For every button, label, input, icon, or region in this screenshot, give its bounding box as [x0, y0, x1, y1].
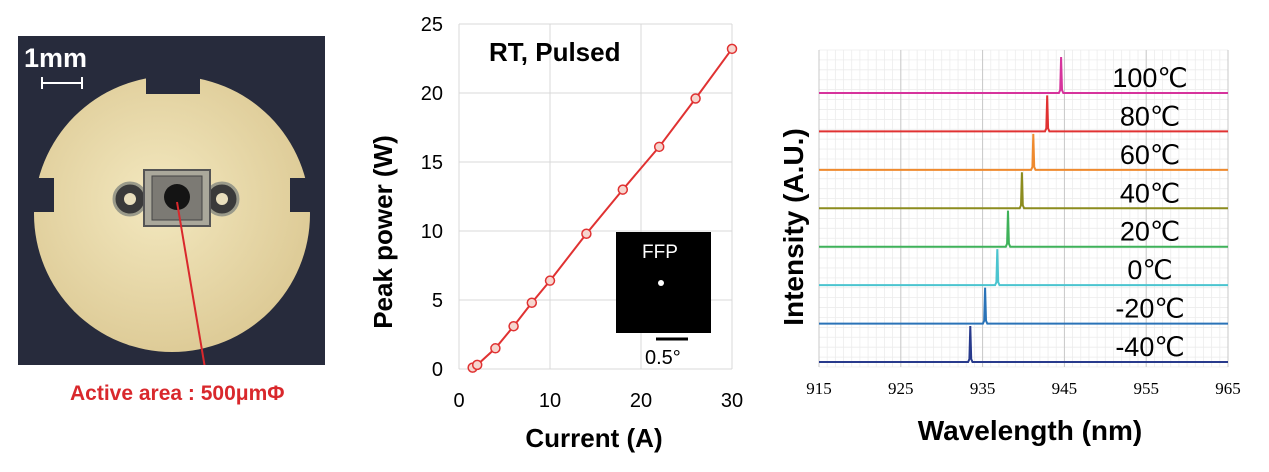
scale-label: 1mm	[24, 43, 87, 73]
chart1-data-point	[690, 93, 701, 104]
chart2-xtick-label: 965	[1215, 379, 1241, 398]
chart2-xlabel: Wavelength (nm)	[918, 415, 1143, 446]
chart2-xtick-label: 925	[888, 379, 914, 398]
chart1-series	[467, 43, 738, 373]
chart2-spectrum-line	[819, 95, 1228, 133]
chart2-spectrum-line	[819, 133, 1228, 171]
chart2-spectrum-line	[819, 56, 1228, 94]
chart1-data-point	[617, 184, 629, 195]
chart2-series-label: 100℃	[1112, 63, 1187, 93]
chart1-data-point	[726, 43, 738, 55]
active-area	[164, 184, 190, 210]
chart2-series-label: 0℃	[1127, 255, 1172, 285]
ffp-spot	[658, 280, 664, 286]
chart1-ylabel: Peak power (W)	[368, 135, 398, 329]
chart1-data-point	[471, 359, 483, 371]
chart1-ytick-label: 25	[421, 14, 443, 36]
ffp-label: FFP	[642, 242, 678, 263]
chart2-series-label: 60℃	[1120, 140, 1180, 170]
chart1-ytick-label: 10	[421, 221, 443, 243]
chart1-xtick-label: 0	[453, 390, 464, 412]
chart1-xtick-label: 20	[630, 390, 652, 412]
annotation-pointer	[176, 201, 206, 365]
chart1-xtick-label: 10	[539, 390, 561, 412]
ffp-scale-label: 0.5°	[645, 347, 681, 369]
chart1-ytick-label: 15	[421, 152, 443, 174]
chart2-xtick-label: 915	[806, 379, 832, 398]
chart1-data-point	[526, 297, 538, 309]
chart1-data-point	[508, 320, 519, 332]
chart1-xtick-label: 30	[721, 390, 743, 412]
chart2-series-label: -40℃	[1115, 332, 1184, 362]
chart2-ylabel: Intensity (A.U.)	[778, 128, 809, 326]
scale-bar	[41, 77, 83, 89]
chart2-spectrum-line	[819, 287, 1228, 325]
chart1-ytick-label: 5	[432, 290, 443, 312]
chart2-spectrum-line	[819, 249, 1228, 287]
chart1-data-point	[544, 275, 556, 286]
chart1-data-point	[653, 141, 665, 153]
active-area-annotation: Active area : 500μmΦ	[70, 382, 285, 405]
chart2-spectrum-line	[819, 325, 1228, 363]
chart2-xtick-label: 935	[970, 379, 996, 398]
chart1-title: RT, Pulsed	[489, 37, 620, 67]
chart2-series-label: 40℃	[1120, 178, 1180, 208]
chart1-tick-labels: 0 10 20 30 0 5 10 15 20 25	[421, 14, 743, 412]
chart1-data-point	[581, 228, 592, 240]
chart2-series-label: 20℃	[1120, 217, 1180, 247]
chart2-series: 100℃ 80℃ 60℃ 40℃ 20℃ 0℃ -20℃ -40℃	[819, 56, 1228, 363]
chart1-xlabel: Current (A)	[525, 423, 662, 453]
chart2-tick-labels: 915 925 935 945 955 965	[806, 379, 1241, 398]
chart2-series-label: 80℃	[1120, 101, 1180, 131]
chart2-spectrum-line	[819, 210, 1228, 248]
chart1-data-point	[490, 343, 501, 354]
chart2-spectrum-line	[819, 172, 1228, 210]
chart2-xtick-label: 945	[1052, 379, 1078, 398]
chart2-series-label: -20℃	[1115, 294, 1184, 324]
ffp-inset: FFP 0.5°	[616, 232, 711, 369]
chart2-xtick-label: 955	[1133, 379, 1159, 398]
chart1-ytick-label: 0	[432, 359, 443, 381]
device-photo: 1mm	[18, 36, 325, 365]
chart1-ytick-label: 20	[421, 83, 443, 105]
